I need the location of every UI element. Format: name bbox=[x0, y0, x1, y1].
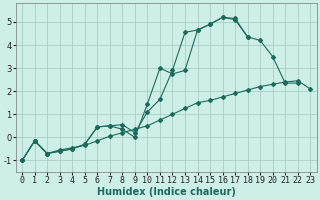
X-axis label: Humidex (Indice chaleur): Humidex (Indice chaleur) bbox=[97, 187, 236, 197]
